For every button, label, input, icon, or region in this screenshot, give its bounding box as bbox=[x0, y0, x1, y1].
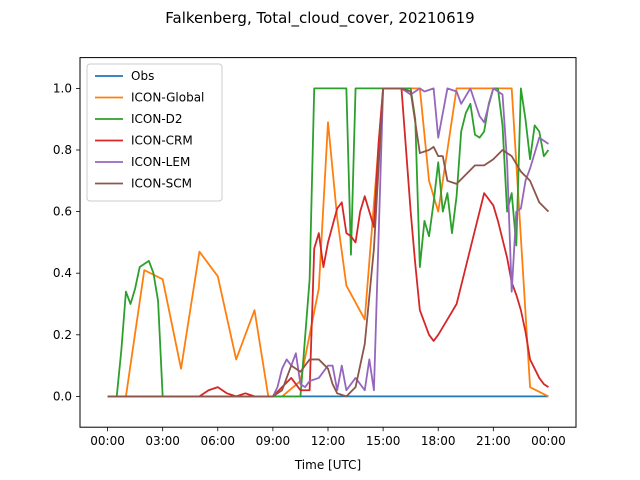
series-layer bbox=[107, 87, 550, 398]
x-tick-label: 06:00 bbox=[200, 434, 235, 448]
y-tick-label: 0.8 bbox=[53, 143, 72, 157]
series-line-icon-scm bbox=[107, 87, 550, 398]
x-axis-label: Time [UTC] bbox=[294, 458, 361, 472]
y-tick-label: 0.6 bbox=[53, 205, 72, 219]
x-axis: 00:00 03:00 06:00 09:00 12:00 15:00 18:00 21:00… bbox=[90, 427, 566, 448]
y-tick-label: 0.0 bbox=[53, 389, 72, 403]
x-tick-label: 00:00 bbox=[90, 434, 125, 448]
y-axis: 0.0 0.2 0.4 0.6 0.8 1.0 bbox=[53, 81, 80, 403]
legend-label-icon-crm: ICON-CRM bbox=[131, 134, 193, 148]
x-tick-label: 09:00 bbox=[256, 434, 291, 448]
x-tick-label: 21:00 bbox=[476, 434, 511, 448]
legend: Obs ICON-Global ICON-D2 ICON-CRM ICON-LEM ICO… bbox=[86, 63, 223, 202]
x-tick-label: 18:00 bbox=[421, 434, 456, 448]
x-tick-label: 12:00 bbox=[311, 434, 346, 448]
y-tick-label: 1.0 bbox=[53, 81, 72, 95]
legend-label-icon-global: ICON-Global bbox=[131, 91, 204, 105]
y-tick-label: 0.4 bbox=[53, 266, 72, 280]
chart-title: Falkenberg, Total_cloud_cover, 20210619 bbox=[165, 9, 474, 28]
x-tick-label: 03:00 bbox=[145, 434, 180, 448]
series-line-icon-d2 bbox=[107, 87, 550, 398]
legend-label-icon-lem: ICON-LEM bbox=[131, 155, 190, 169]
legend-label-icon-d2: ICON-D2 bbox=[131, 112, 183, 126]
legend-label-obs: Obs bbox=[131, 69, 154, 83]
y-tick-label: 0.2 bbox=[53, 328, 72, 342]
x-tick-label: 00:00 bbox=[531, 434, 566, 448]
series-line-icon-global bbox=[107, 87, 549, 398]
legend-label-icon-scm: ICON-SCM bbox=[131, 177, 192, 191]
x-tick-label: 15:00 bbox=[366, 434, 401, 448]
